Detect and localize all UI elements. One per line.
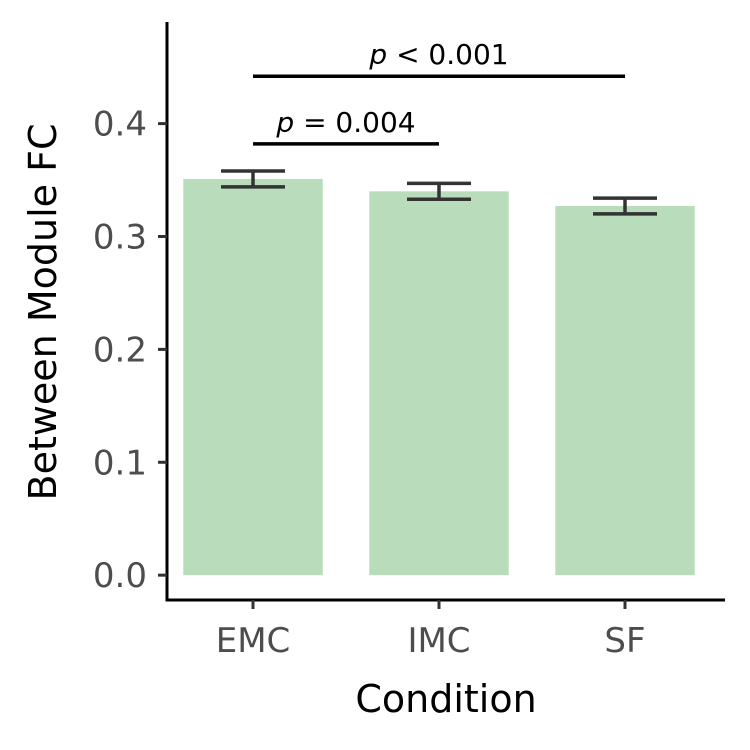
error-bars-layer (221, 169, 657, 216)
bar-emc (183, 178, 323, 576)
x-axis-title: Condition (355, 677, 536, 721)
bar-sf (555, 206, 695, 576)
y-tick-label: 0.3 (93, 217, 147, 257)
p-symbol: p (368, 38, 387, 71)
x-tick-label: SF (604, 621, 645, 661)
p-symbol: p (275, 106, 294, 139)
bar-imc (369, 191, 509, 576)
y-tick-label: 0.1 (93, 443, 147, 483)
y-tick-label: 0.4 (93, 105, 147, 145)
significance-label-1: p = 0.004 (275, 106, 415, 139)
error-bar-emc (221, 169, 285, 189)
error-bar-sf (593, 196, 657, 216)
significance-label-2: p < 0.001 (368, 38, 508, 71)
y-tick-label: 0.0 (93, 556, 147, 596)
p-value: = 0.004 (294, 106, 415, 139)
x-tick-label: IMC (407, 621, 470, 661)
axes-layer (165, 22, 725, 602)
y-axis-title: Between Module FC (21, 124, 65, 501)
p-value: < 0.001 (387, 38, 508, 71)
x-tick-label: EMC (216, 621, 291, 661)
error-bar-imc (407, 181, 471, 201)
y-tick-label: 0.2 (93, 330, 147, 370)
bars-layer (183, 178, 695, 576)
ticks-layer: 0.0 0.1 0.2 0.3 0.4 EMC IMC SF (93, 105, 646, 661)
